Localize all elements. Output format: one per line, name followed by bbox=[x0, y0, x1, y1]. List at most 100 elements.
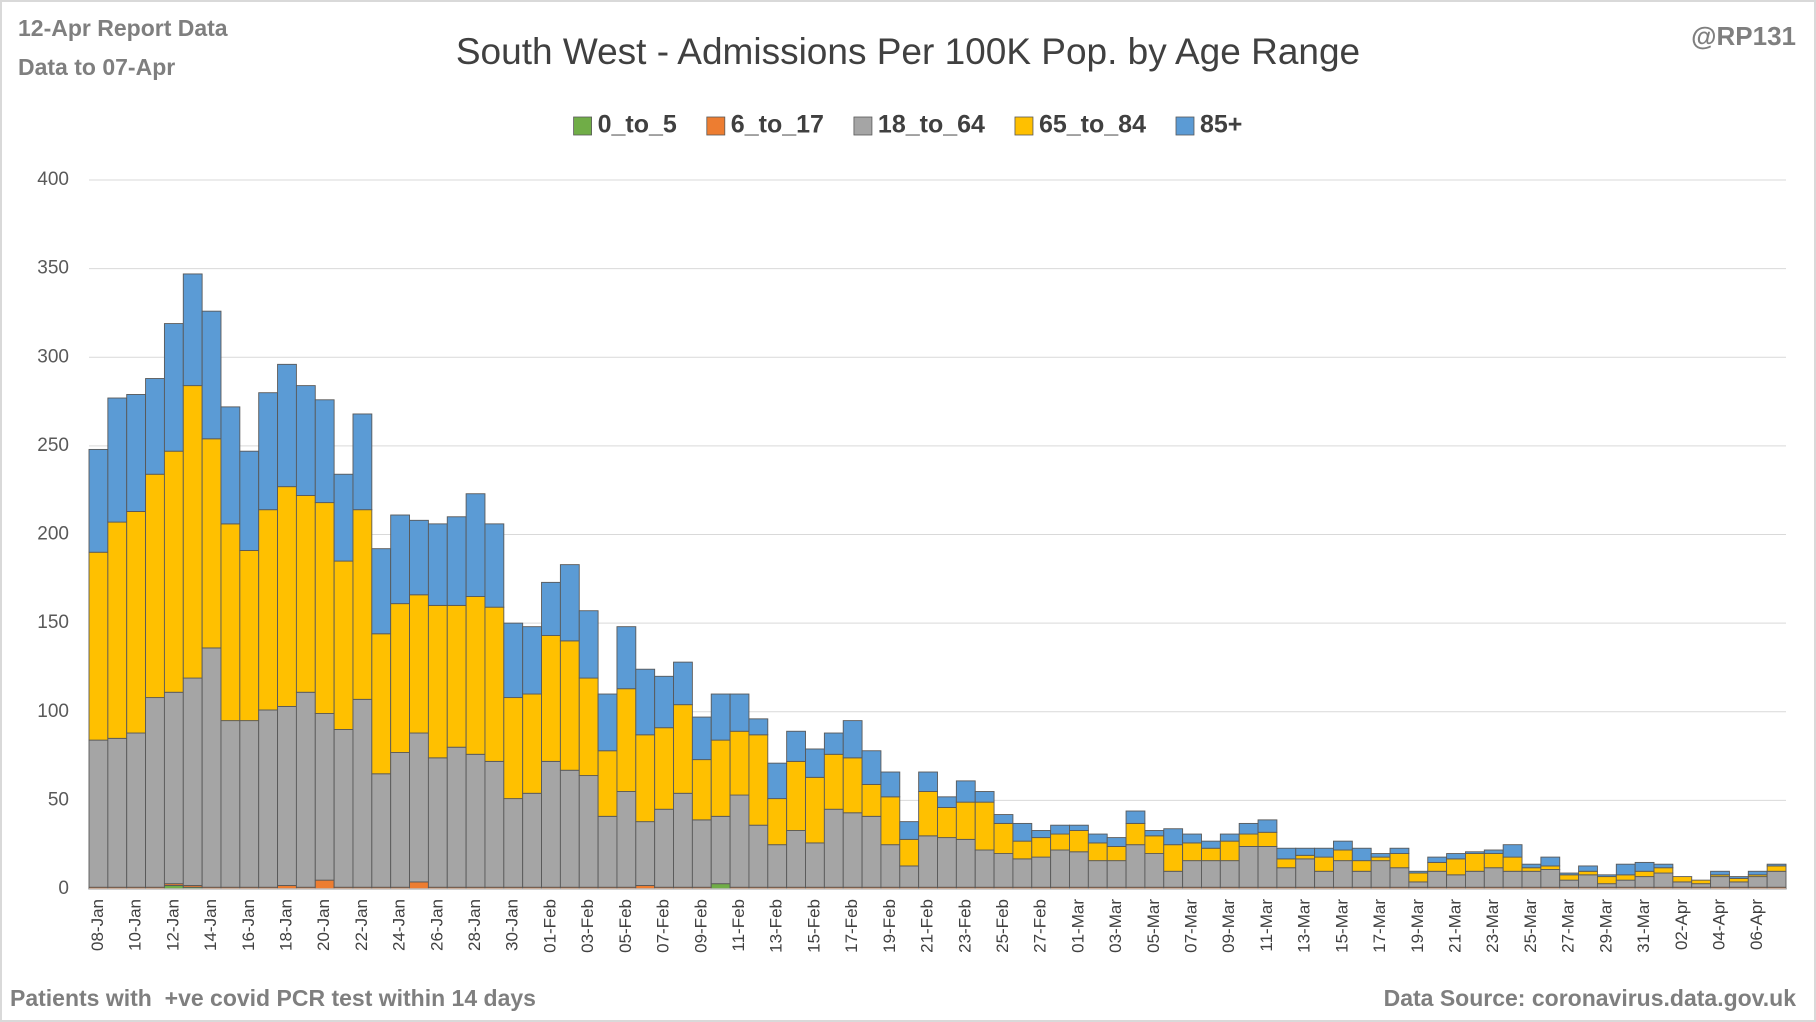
bar-segment bbox=[371, 633, 392, 775]
bar-segment bbox=[1050, 849, 1070, 888]
bar-segment bbox=[1747, 870, 1768, 876]
bar-segment bbox=[861, 783, 882, 817]
bar-segment bbox=[541, 635, 561, 762]
bar-segment bbox=[673, 661, 693, 706]
bar-segment bbox=[333, 473, 354, 562]
bar-segment bbox=[1446, 853, 1466, 860]
bar-segment bbox=[1031, 837, 1052, 858]
bar-segment bbox=[918, 835, 938, 888]
bar-segment bbox=[1408, 881, 1429, 888]
bar-segment bbox=[201, 438, 222, 649]
bar-segment bbox=[522, 626, 542, 695]
bar-segment bbox=[427, 757, 448, 888]
source: Data Source: coronavirus.data.gov.uk bbox=[1384, 985, 1797, 1011]
y-tick-label: 300 bbox=[37, 346, 69, 367]
bar-segment bbox=[918, 771, 938, 792]
bar-segment bbox=[1144, 830, 1165, 837]
bar-segment bbox=[1106, 860, 1127, 888]
x-tick-label: 29-Mar bbox=[1596, 899, 1615, 953]
bar-segment bbox=[1276, 867, 1297, 888]
bar-segment bbox=[1333, 860, 1353, 888]
bar-segment bbox=[578, 677, 599, 777]
bar-segment bbox=[654, 808, 674, 888]
bar-segment bbox=[239, 450, 260, 551]
footnote: Patients with +ve covid PCR test within … bbox=[10, 985, 536, 1011]
x-tick-label: 07-Feb bbox=[654, 899, 673, 953]
bar-segment bbox=[1653, 867, 1674, 874]
bar-segment bbox=[1521, 867, 1542, 872]
bar-segment bbox=[635, 734, 656, 823]
bar-segment bbox=[1257, 819, 1278, 833]
x-tick-label: 26-Jan bbox=[427, 899, 446, 951]
bar-segment bbox=[861, 750, 882, 785]
bar-segment bbox=[503, 798, 524, 888]
x-tick-label: 15-Mar bbox=[1332, 899, 1351, 953]
x-tick-label: 02-Apr bbox=[1672, 899, 1691, 950]
bar-segment bbox=[1351, 860, 1372, 872]
bar-segment bbox=[710, 883, 731, 890]
bar-segment bbox=[277, 486, 297, 707]
y-tick-label: 200 bbox=[37, 524, 69, 545]
bar-segment bbox=[1182, 860, 1202, 888]
bar-segment bbox=[163, 323, 184, 452]
bar-segment bbox=[616, 626, 637, 690]
bar-segment bbox=[880, 844, 901, 888]
bar-segment bbox=[1219, 833, 1240, 842]
bar-segment bbox=[1012, 840, 1033, 860]
bar-segment bbox=[352, 698, 373, 888]
data-date: Data to 07-Apr bbox=[18, 54, 175, 80]
bar-segment bbox=[295, 495, 316, 693]
bar-segment bbox=[1728, 877, 1749, 883]
bar-segment bbox=[1087, 860, 1108, 888]
bar-segment bbox=[1766, 863, 1787, 867]
bar-segment bbox=[1201, 840, 1221, 849]
bar-segment bbox=[993, 822, 1014, 854]
bar-segment bbox=[691, 716, 712, 761]
bar-segment bbox=[1465, 853, 1485, 872]
bar-segment bbox=[88, 448, 109, 553]
bar-segment bbox=[484, 606, 505, 762]
bar-segment bbox=[1012, 822, 1033, 842]
bar-segment bbox=[861, 815, 882, 888]
bar-segment bbox=[465, 753, 486, 888]
bar-segment bbox=[1691, 883, 1712, 888]
bar-segment bbox=[314, 879, 335, 890]
bar-segment bbox=[1257, 846, 1278, 888]
x-tick-label: 27-Feb bbox=[1031, 899, 1050, 953]
legend-label: 0_to_5 bbox=[598, 111, 677, 139]
bar-segment bbox=[220, 523, 241, 722]
bar-segment bbox=[1691, 879, 1712, 885]
bar-segment bbox=[578, 610, 599, 679]
x-tick-label: 31-Mar bbox=[1634, 899, 1653, 953]
x-tick-label: 13-Feb bbox=[767, 899, 786, 953]
bar-segment bbox=[1106, 837, 1127, 847]
bar-segment bbox=[503, 697, 524, 800]
bar-segment bbox=[1012, 858, 1033, 888]
bar-segment bbox=[409, 881, 429, 890]
bar-segment bbox=[805, 776, 825, 844]
bar-segment bbox=[1087, 833, 1108, 844]
bar-segment bbox=[427, 604, 448, 759]
x-tick-label: 17-Feb bbox=[842, 899, 861, 953]
x-tick-label: 13-Mar bbox=[1295, 899, 1314, 953]
bar-segment bbox=[1502, 856, 1523, 872]
x-tick-label: 22-Jan bbox=[352, 899, 371, 951]
legend-label: 6_to_17 bbox=[731, 111, 824, 139]
bar-segment bbox=[1370, 853, 1391, 858]
bar-segment bbox=[1615, 879, 1636, 888]
bar-segment bbox=[767, 844, 788, 888]
x-tick-label: 10-Jan bbox=[126, 899, 145, 951]
bar-segment bbox=[522, 693, 542, 794]
bar-segment bbox=[465, 596, 486, 755]
x-tick-label: 05-Mar bbox=[1144, 899, 1163, 953]
x-tick-label: 17-Mar bbox=[1370, 899, 1389, 953]
bar-segment bbox=[1578, 865, 1598, 872]
bar-segment bbox=[522, 792, 542, 888]
bar-segment bbox=[1483, 849, 1504, 855]
x-tick-label: 21-Mar bbox=[1446, 899, 1465, 953]
bar-segment bbox=[446, 604, 467, 748]
bar-segment bbox=[1351, 847, 1372, 862]
y-tick-label: 100 bbox=[37, 701, 69, 722]
bar-segment bbox=[541, 760, 561, 888]
